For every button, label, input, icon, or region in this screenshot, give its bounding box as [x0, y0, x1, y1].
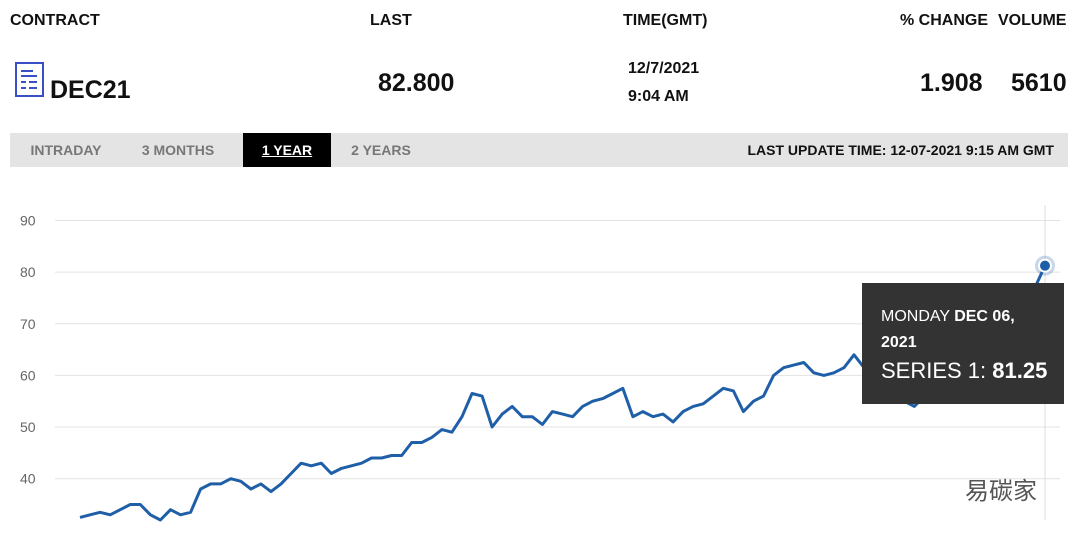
tab[interactable]: 2 YEARS — [351, 142, 411, 158]
col-header: VOLUME — [998, 12, 1067, 29]
tooltip-number: 81.25 — [992, 358, 1047, 383]
tooltip-series: SERIES 1: — [881, 358, 986, 383]
y-tick-label: 50 — [20, 419, 36, 435]
col-header: TIME(GMT) — [623, 12, 708, 29]
last: 82.800 — [378, 69, 455, 97]
time: 9:04 AM — [628, 88, 689, 105]
y-tick-label: 40 — [20, 471, 36, 487]
contract-icon — [15, 62, 44, 97]
date: 12/7/2021 — [628, 60, 700, 77]
y-tick-label: 90 — [20, 212, 36, 228]
tooltip-value: SERIES 1: 81.25 — [881, 358, 1047, 383]
tab-bar: LAST UPDATE TIME: 12-07-2021 9:15 AM GMT… — [10, 133, 1068, 167]
change: 1.908 — [920, 69, 983, 97]
watermark: 易碳家 — [965, 478, 1037, 505]
y-tick-label: 80 — [20, 264, 36, 280]
y-tick-label: 60 — [20, 367, 36, 383]
last-update: LAST UPDATE TIME: 12-07-2021 9:15 AM GMT — [747, 142, 1054, 158]
col-header: CONTRACT — [10, 12, 100, 29]
tab[interactable]: INTRADAY — [30, 142, 102, 158]
tab[interactable]: 1 YEAR — [243, 133, 331, 167]
tooltip-weekday: MONDAY — [881, 308, 950, 325]
col-header: % CHANGE — [900, 12, 989, 29]
hover-point — [1038, 258, 1052, 273]
col-header: LAST — [370, 12, 412, 29]
tooltip-date: MONDAY DEC 06, 2021 — [881, 308, 1015, 351]
tooltip-day: DEC 06, — [954, 308, 1014, 325]
contract: DEC21 — [50, 76, 131, 104]
tab[interactable]: 3 MONTHS — [141, 142, 215, 158]
volume: 5610 — [1011, 69, 1067, 97]
tooltip-box — [862, 283, 1064, 404]
tooltip-year: 2021 — [881, 334, 917, 351]
y-tick-label: 70 — [20, 316, 36, 332]
